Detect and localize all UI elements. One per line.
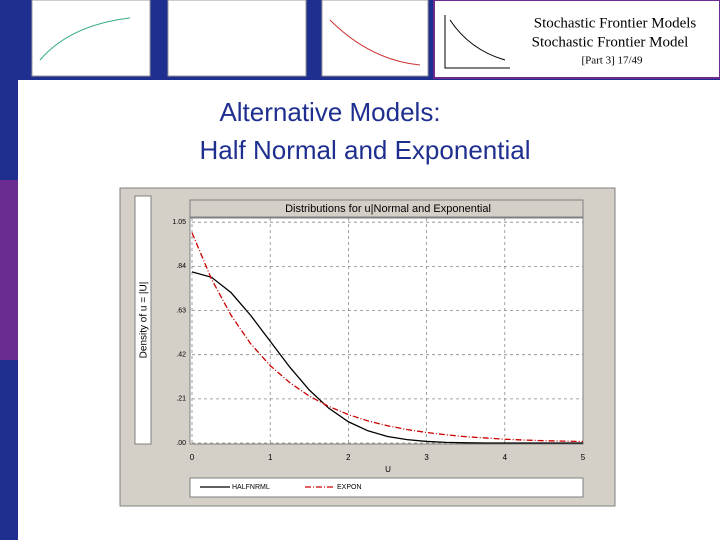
ylabel-panel bbox=[134, 195, 152, 445]
x-tick-label: 0 bbox=[190, 453, 195, 462]
chart-title: Distributions for u|Normal and Exponenti… bbox=[285, 203, 491, 215]
thumbnail-art bbox=[39, 17, 131, 61]
slide-title: Half Normal and Exponential bbox=[200, 135, 531, 165]
chart-title-bar bbox=[189, 199, 584, 218]
thumbnail bbox=[321, 0, 429, 77]
thumbnail bbox=[31, 0, 151, 77]
y-tick-label: 1.05 bbox=[172, 219, 186, 226]
x-tick-label: 2 bbox=[346, 453, 351, 462]
x-axis-label: U bbox=[385, 465, 391, 474]
legend-label: EXPON bbox=[337, 484, 362, 491]
header-box bbox=[433, 0, 720, 79]
series-line bbox=[191, 232, 584, 443]
y-tick-label: .21 bbox=[176, 396, 186, 403]
y-tick-label: .42 bbox=[176, 352, 186, 359]
header-title: Stochastic Frontier Models bbox=[534, 15, 697, 31]
header-subtitle: Stochastic Frontier Model bbox=[532, 34, 689, 50]
y-axis-label: Density of u = |U| bbox=[139, 282, 150, 359]
legend bbox=[189, 477, 584, 498]
y-tick-label: .84 bbox=[176, 263, 186, 270]
legend-label: HALFNRML bbox=[232, 484, 270, 491]
y-tick-label: .63 bbox=[176, 307, 186, 314]
thumbnail bbox=[167, 0, 307, 77]
side-band-accent bbox=[0, 180, 18, 360]
x-tick-label: 1 bbox=[268, 453, 273, 462]
header-art bbox=[444, 15, 510, 69]
plot-area bbox=[189, 217, 584, 445]
y-tick-label: .00 bbox=[176, 440, 186, 447]
x-tick-label: 4 bbox=[503, 453, 508, 462]
thumbnail-art bbox=[329, 19, 421, 66]
x-tick-label: 3 bbox=[424, 453, 429, 462]
x-tick-label: 5 bbox=[581, 453, 586, 462]
slide-title: Alternative Models: bbox=[219, 97, 440, 127]
header-page: [Part 3] 17/49 bbox=[581, 55, 643, 67]
series-line bbox=[191, 271, 583, 444]
